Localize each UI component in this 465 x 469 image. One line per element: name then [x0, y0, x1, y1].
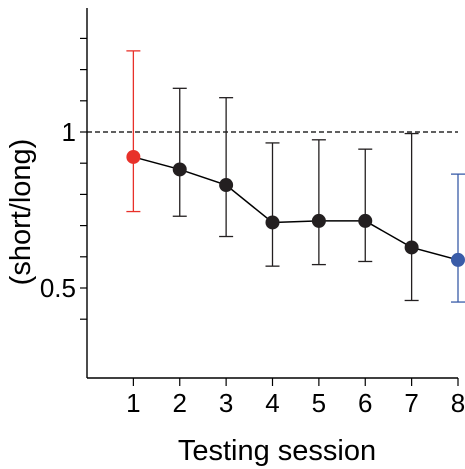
axes: [80, 8, 458, 386]
data-point: [266, 215, 280, 229]
x-axis-title: Testing session: [178, 435, 376, 467]
data-points: [126, 150, 465, 267]
y-tick-label: 1: [62, 117, 76, 147]
y-tick-labels: 0.51: [40, 117, 76, 303]
x-tick-label: 3: [219, 388, 233, 418]
data-point: [219, 178, 233, 192]
x-tick-label: 6: [358, 388, 372, 418]
data-point: [451, 253, 465, 267]
x-tick-labels: 1 2 3 4 5 6 7 8: [126, 388, 465, 418]
x-tick-label: 4: [265, 388, 279, 418]
data-point: [312, 214, 326, 228]
data-point: [173, 162, 187, 176]
y-tick-label: 0.5: [40, 273, 76, 303]
x-tick-label: 2: [173, 388, 187, 418]
x-tick-label: 5: [312, 388, 326, 418]
data-point: [405, 240, 419, 254]
x-tick-label: 1: [126, 388, 140, 418]
data-point: [358, 214, 372, 228]
y-axis-title: (short/long): [5, 139, 37, 286]
x-tick-label: 7: [404, 388, 418, 418]
x-tick-label: 8: [451, 388, 465, 418]
error-bars: [126, 51, 465, 302]
data-point: [126, 150, 140, 164]
